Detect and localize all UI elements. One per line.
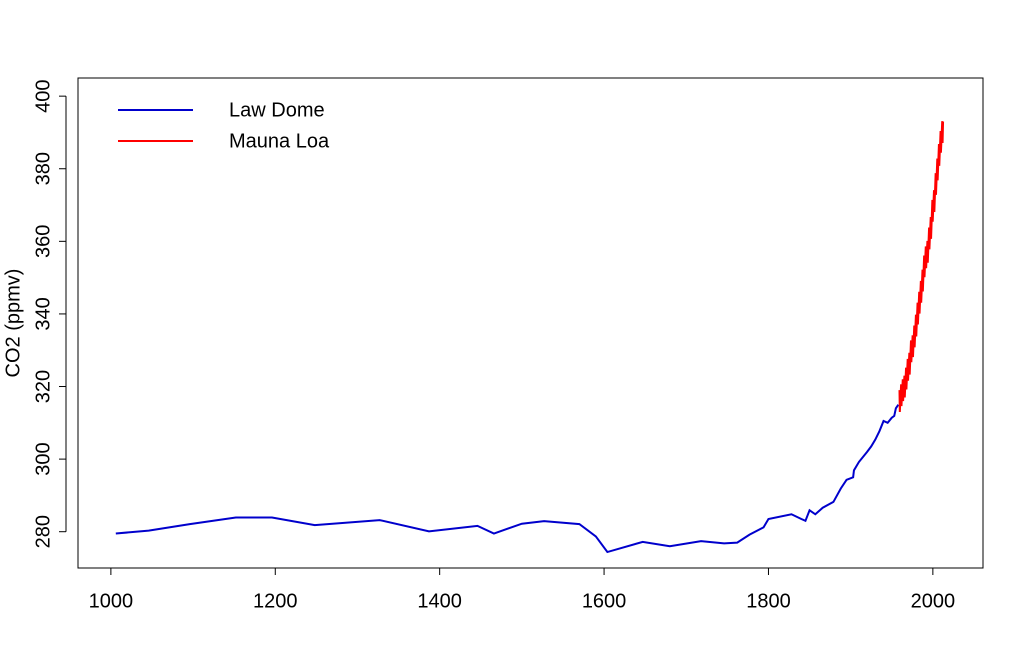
y-tick-label: 300 xyxy=(32,442,54,475)
plot-frame xyxy=(77,77,984,569)
x-tick-label: 1600 xyxy=(582,590,627,612)
legend-label: Law Dome xyxy=(229,99,325,121)
y-tick-label: 340 xyxy=(32,297,54,330)
x-tick-label: 1000 xyxy=(89,590,134,612)
x-tick-label: 1800 xyxy=(746,590,791,612)
y-tick-label: 360 xyxy=(32,225,54,258)
x-tick-label: 1400 xyxy=(417,590,462,612)
legend-label: Mauna Loa xyxy=(229,130,330,152)
y-axis-label: CO2 (ppmv) xyxy=(2,269,24,378)
y-tick-label: 280 xyxy=(32,515,54,548)
y-tick-label: 320 xyxy=(32,370,54,403)
y-tick-label: 400 xyxy=(32,79,54,112)
series-line xyxy=(898,121,945,412)
y-tick-label: 380 xyxy=(32,152,54,185)
x-tick-label: 1200 xyxy=(253,590,298,612)
x-tick-label: 2000 xyxy=(911,590,956,612)
series-line xyxy=(115,404,900,554)
